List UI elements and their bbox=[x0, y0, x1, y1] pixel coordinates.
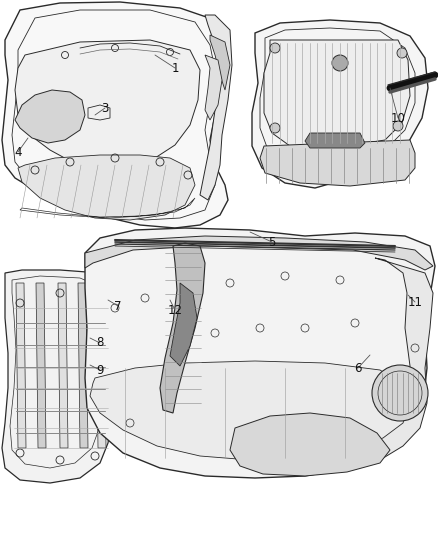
Polygon shape bbox=[210, 35, 230, 90]
Polygon shape bbox=[264, 40, 410, 148]
Polygon shape bbox=[18, 155, 195, 220]
Circle shape bbox=[397, 48, 407, 58]
Polygon shape bbox=[230, 413, 390, 476]
Polygon shape bbox=[170, 283, 197, 366]
Polygon shape bbox=[58, 283, 68, 448]
Text: 7: 7 bbox=[114, 300, 122, 312]
Polygon shape bbox=[85, 228, 435, 478]
Text: 4: 4 bbox=[14, 146, 22, 158]
Text: 5: 5 bbox=[268, 236, 276, 248]
Polygon shape bbox=[252, 20, 428, 188]
Text: 1: 1 bbox=[171, 61, 179, 75]
Polygon shape bbox=[2, 2, 230, 228]
Polygon shape bbox=[96, 283, 106, 448]
Text: 12: 12 bbox=[167, 303, 183, 317]
Circle shape bbox=[393, 121, 403, 131]
Polygon shape bbox=[260, 140, 415, 186]
Text: 10: 10 bbox=[391, 111, 406, 125]
Polygon shape bbox=[15, 90, 85, 143]
Polygon shape bbox=[160, 243, 205, 413]
Polygon shape bbox=[2, 270, 128, 483]
Polygon shape bbox=[78, 283, 88, 448]
Polygon shape bbox=[200, 15, 232, 200]
Text: 6: 6 bbox=[354, 361, 362, 375]
Text: 3: 3 bbox=[101, 101, 109, 115]
Circle shape bbox=[372, 365, 428, 421]
Text: 9: 9 bbox=[96, 364, 104, 376]
Polygon shape bbox=[305, 133, 365, 148]
Polygon shape bbox=[85, 236, 433, 270]
Polygon shape bbox=[90, 361, 410, 460]
Text: 8: 8 bbox=[96, 336, 104, 350]
Polygon shape bbox=[15, 40, 200, 168]
Circle shape bbox=[270, 123, 280, 133]
Circle shape bbox=[270, 43, 280, 53]
Polygon shape bbox=[36, 283, 46, 448]
Polygon shape bbox=[205, 55, 222, 120]
Circle shape bbox=[332, 55, 348, 71]
Text: 11: 11 bbox=[407, 295, 423, 309]
Polygon shape bbox=[16, 283, 26, 448]
Polygon shape bbox=[273, 258, 433, 474]
